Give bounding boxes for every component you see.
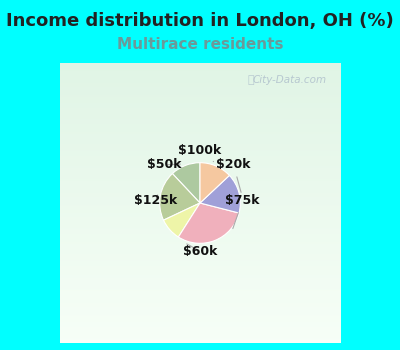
Text: ⦿: ⦿ bbox=[247, 75, 254, 85]
Wedge shape bbox=[200, 175, 240, 213]
Wedge shape bbox=[160, 174, 200, 220]
Wedge shape bbox=[200, 163, 229, 203]
Text: $125k: $125k bbox=[134, 194, 177, 207]
Wedge shape bbox=[178, 203, 239, 243]
Text: Multirace residents: Multirace residents bbox=[117, 37, 283, 52]
Text: Income distribution in London, OH (%): Income distribution in London, OH (%) bbox=[6, 12, 394, 30]
Wedge shape bbox=[172, 163, 200, 203]
Text: $50k: $50k bbox=[147, 159, 182, 172]
Text: $100k: $100k bbox=[178, 144, 222, 162]
Text: $20k: $20k bbox=[216, 159, 251, 193]
Text: $75k: $75k bbox=[225, 194, 260, 229]
Text: $60k: $60k bbox=[183, 244, 217, 258]
Wedge shape bbox=[164, 203, 200, 237]
Text: City-Data.com: City-Data.com bbox=[252, 75, 327, 85]
